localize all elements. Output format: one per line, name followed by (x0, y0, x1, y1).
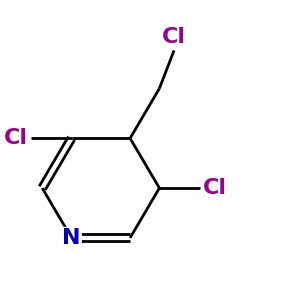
Text: Cl: Cl (162, 28, 186, 47)
Text: N: N (62, 228, 81, 248)
Text: Cl: Cl (4, 128, 28, 148)
Text: Cl: Cl (203, 178, 227, 198)
